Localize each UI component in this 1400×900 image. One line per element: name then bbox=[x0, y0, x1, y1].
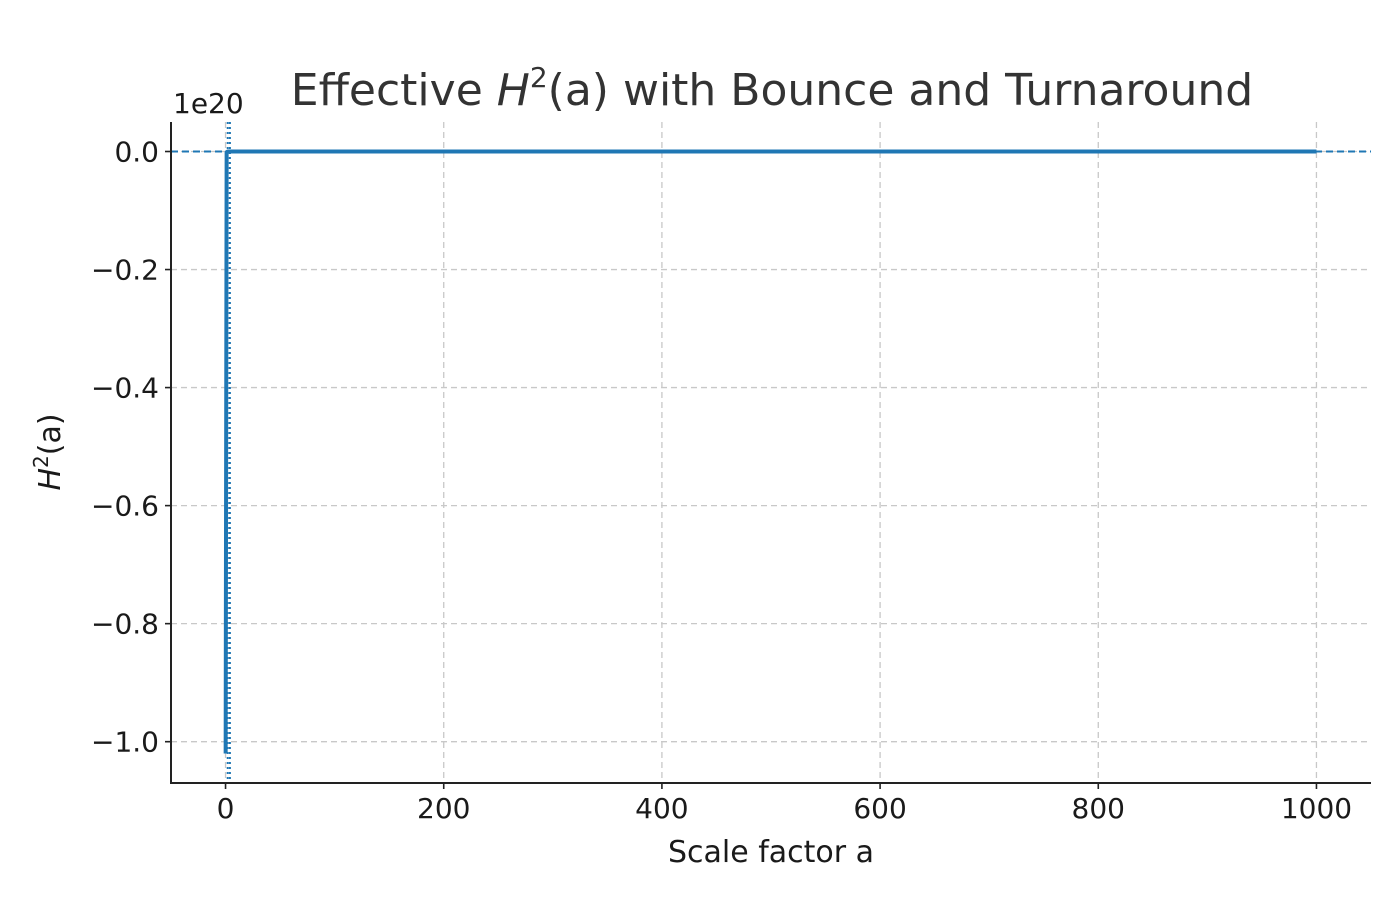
title-suffix: with Bounce and Turnaround bbox=[609, 65, 1253, 116]
reference-lines bbox=[171, 122, 1371, 783]
x-tick-label: 0 bbox=[217, 792, 235, 825]
y-axis-label: H2(a) bbox=[29, 413, 68, 490]
x-tick-label: 200 bbox=[417, 792, 470, 825]
x-ticks: 0 200 400 600 800 1000 bbox=[217, 783, 1352, 825]
grid-layer bbox=[171, 122, 1371, 783]
y-tick-label: −0.4 bbox=[91, 372, 159, 405]
y-tick-label: −1.0 bbox=[91, 726, 159, 759]
y-ticks: 0.0 −0.2 −0.4 −0.6 −0.8 −1.0 bbox=[91, 136, 171, 759]
x-tick-label: 600 bbox=[853, 792, 906, 825]
y-tick-label: −0.8 bbox=[91, 608, 159, 641]
x-tick-label: 800 bbox=[1072, 792, 1125, 825]
title-prefix: Effective bbox=[291, 65, 497, 116]
x-axis-label: Scale factor a bbox=[668, 835, 874, 870]
series-line bbox=[223, 149, 1317, 754]
x-tick-label: 400 bbox=[635, 792, 688, 825]
y-offset-label: 1e20 bbox=[173, 87, 244, 120]
ylabel-var: H bbox=[33, 468, 68, 491]
y-tick-label: 0.0 bbox=[114, 136, 159, 169]
title-math-arg: (a) bbox=[548, 65, 609, 116]
y-tick-label: −0.2 bbox=[91, 254, 159, 287]
ylabel-arg: (a) bbox=[33, 413, 68, 455]
series-layer bbox=[223, 149, 1317, 754]
ylabel-sup: 2 bbox=[29, 455, 53, 468]
x-tick-label: 1000 bbox=[1281, 792, 1352, 825]
title-math-sup: 2 bbox=[530, 61, 548, 94]
y-tick-label: −0.6 bbox=[91, 490, 159, 523]
title-math-var: H bbox=[497, 65, 530, 116]
chart-title: Effective H2(a) with Bounce and Turnarou… bbox=[291, 61, 1253, 116]
